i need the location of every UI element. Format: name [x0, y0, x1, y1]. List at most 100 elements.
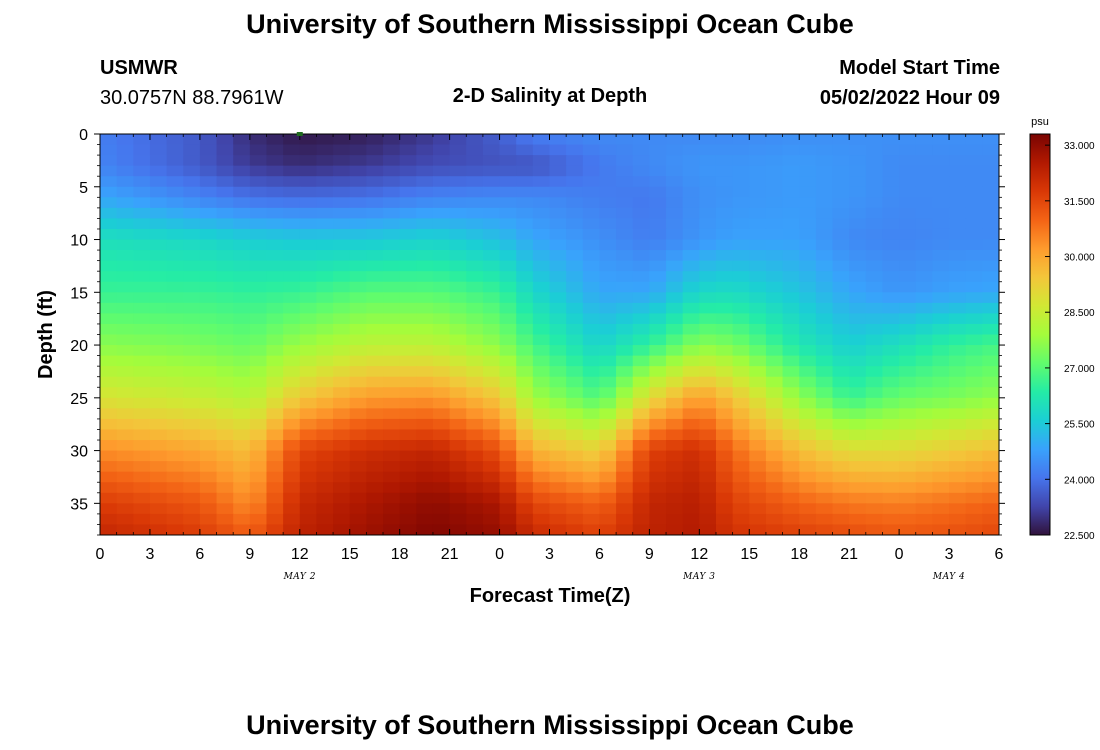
heatmap-cell — [499, 186, 517, 198]
heatmap-cell — [682, 513, 700, 526]
heatmap-cell — [732, 302, 750, 314]
heatmap-cell — [732, 492, 750, 504]
heatmap-cell — [815, 176, 834, 188]
heatmap-cell — [782, 524, 800, 535]
heatmap-cell — [715, 134, 734, 146]
heatmap-cell — [749, 207, 767, 220]
heatmap-cell — [383, 366, 401, 378]
heatmap-cell — [100, 345, 118, 357]
heatmap-cell — [915, 482, 934, 494]
heatmap-cell — [616, 197, 634, 209]
heatmap-cell — [199, 471, 218, 483]
heatmap-cell — [915, 250, 934, 262]
heatmap-cell — [432, 366, 451, 378]
heatmap-cell — [166, 239, 184, 251]
heatmap-cell — [183, 260, 201, 272]
heatmap-cell — [749, 355, 767, 367]
heatmap-cell — [316, 250, 334, 262]
heatmap-cell — [566, 471, 584, 483]
heatmap-cell — [383, 239, 401, 251]
heatmap-cell — [482, 355, 501, 367]
heatmap-cell — [566, 302, 584, 314]
heatmap-cell — [865, 450, 884, 462]
heatmap-cell — [799, 397, 817, 409]
heatmap-cell — [116, 482, 134, 494]
heatmap-cell — [915, 471, 934, 483]
heatmap-cell — [599, 471, 617, 483]
heatmap-cell — [715, 165, 734, 177]
heatmap-cell — [349, 144, 367, 156]
heatmap-cell — [199, 165, 218, 177]
heatmap-cell — [133, 524, 151, 535]
heatmap-cell — [383, 387, 401, 399]
heatmap-cell — [915, 218, 934, 230]
heatmap-cell — [899, 503, 917, 515]
heatmap-cell — [133, 165, 151, 177]
heatmap-cell — [765, 450, 784, 462]
heatmap-cell — [899, 250, 917, 262]
heatmap-cell — [399, 418, 417, 431]
heatmap-cell — [699, 144, 717, 156]
heatmap-cell — [100, 186, 118, 198]
heatmap-cell — [582, 345, 601, 357]
heatmap-cell — [249, 471, 268, 483]
heatmap-cell — [865, 134, 884, 146]
heatmap-cell — [399, 260, 417, 272]
heatmap-cell — [832, 323, 850, 336]
heatmap-cell — [582, 492, 601, 504]
heatmap-cell — [100, 165, 118, 177]
heatmap-cell — [216, 281, 234, 293]
heatmap-cell — [233, 440, 251, 452]
heatmap-cell — [915, 418, 934, 431]
heatmap-cell — [199, 482, 218, 494]
heatmap-cell — [299, 260, 318, 272]
heatmap-cell — [582, 524, 601, 535]
heatmap-cell — [383, 186, 401, 198]
heatmap-cell — [599, 176, 617, 188]
colorbar-tick-label: 22.500 — [1064, 531, 1095, 542]
heatmap-cell — [799, 186, 817, 198]
heatmap-cell — [832, 165, 850, 177]
heatmap-cell — [249, 260, 268, 272]
heatmap-cell — [699, 397, 717, 409]
heatmap-cell — [865, 397, 884, 409]
heatmap-cell — [965, 397, 983, 409]
heatmap-cell — [982, 450, 999, 462]
heatmap-cell — [333, 197, 351, 209]
heatmap-cell — [899, 271, 917, 283]
heatmap-cell — [283, 207, 301, 220]
heatmap-cell — [399, 408, 417, 420]
heatmap-cell — [932, 218, 950, 230]
heatmap-cell — [399, 165, 417, 177]
heatmap-cell — [915, 440, 934, 452]
heatmap-cell — [516, 429, 534, 441]
heatmap-cell — [299, 323, 318, 336]
heatmap-cell — [899, 461, 917, 473]
heatmap-cell — [965, 134, 983, 146]
heatmap-cell — [566, 239, 584, 251]
heatmap-cell — [682, 461, 700, 473]
heatmap-cell — [599, 239, 617, 251]
heatmap-cell — [266, 345, 284, 357]
heatmap-cell — [399, 218, 417, 230]
heatmap-cell — [216, 260, 234, 272]
heatmap-cell — [449, 260, 467, 272]
heatmap-cell — [283, 450, 301, 462]
heatmap-cell — [582, 429, 601, 441]
heatmap-cell — [266, 323, 284, 336]
heatmap-cell — [782, 260, 800, 272]
heatmap-cell — [316, 281, 334, 293]
heatmap-cell — [216, 355, 234, 367]
heatmap-cell — [532, 355, 551, 367]
heatmap-cell — [383, 197, 401, 209]
heatmap-cell — [582, 440, 601, 452]
heatmap-cell — [849, 302, 867, 314]
heatmap-cell — [815, 503, 834, 515]
heatmap-cell — [732, 513, 750, 526]
heatmap-cell — [649, 355, 667, 367]
heatmap-cell — [815, 186, 834, 198]
heatmap-cell — [699, 440, 717, 452]
heatmap-cell — [849, 165, 867, 177]
heatmap-cell — [333, 334, 351, 346]
heatmap-cell — [932, 323, 950, 336]
